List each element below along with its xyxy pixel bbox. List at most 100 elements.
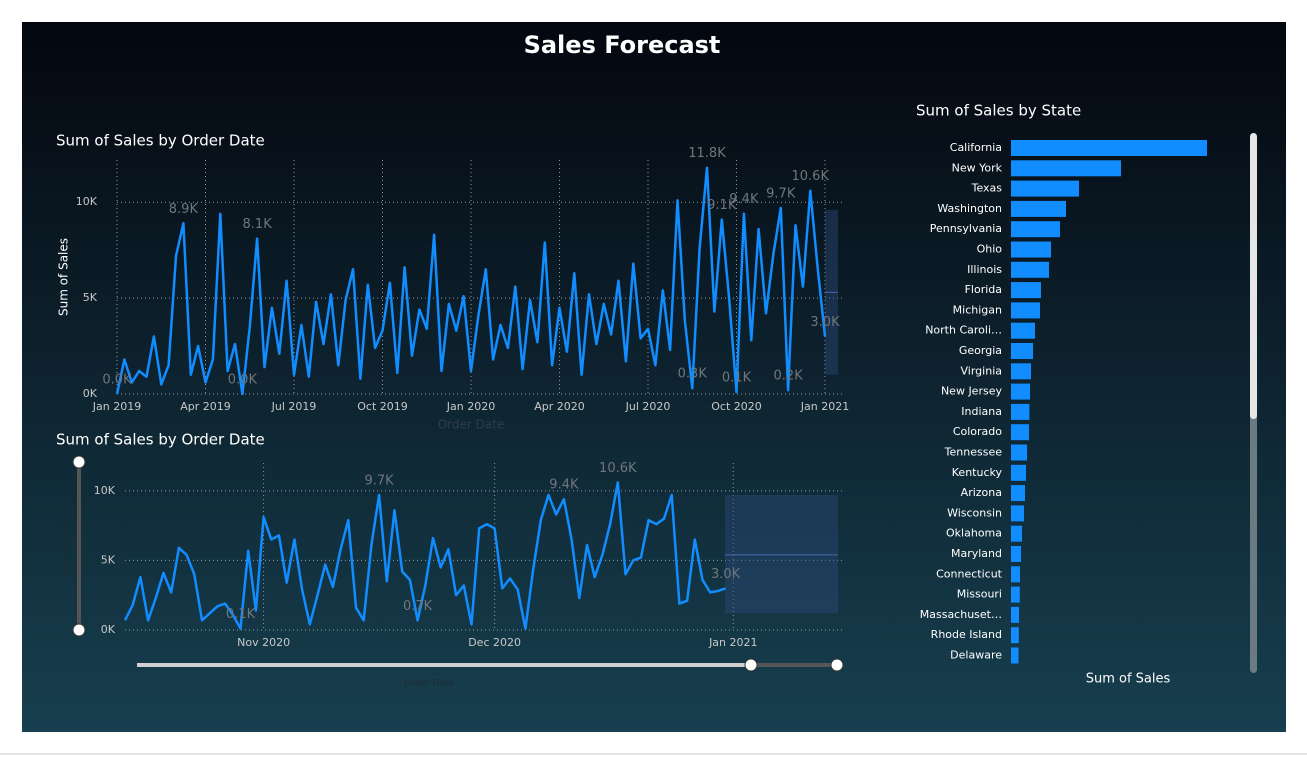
category-label: Colorado: [953, 425, 1002, 438]
category-label: Connecticut: [936, 567, 1003, 580]
category-label: Washington: [937, 202, 1002, 215]
x-slider-handle[interactable]: [744, 658, 758, 672]
category-label: Texas: [971, 182, 1003, 195]
x-tick-label: Nov 2020: [237, 636, 290, 649]
bar: [1011, 160, 1122, 177]
y-axis-label: Sum of Sales: [62, 517, 72, 576]
x-tick-label: Jan 2021: [800, 400, 849, 413]
panel: [22, 22, 1286, 732]
category-label: Illinois: [967, 263, 1002, 276]
scrollbar-thumb[interactable]: [1250, 133, 1257, 419]
x-tick-label: Jul 2019: [271, 400, 317, 413]
bar: [1011, 200, 1066, 217]
category-label: Tennessee: [944, 446, 1003, 459]
y-tick-label: 0K: [83, 387, 98, 400]
data-label: 9.4K: [729, 192, 759, 207]
data-label: 3.0K: [810, 315, 840, 330]
sales-line: [115, 166, 827, 396]
x-tick-label: Apr 2019: [180, 400, 231, 413]
y-tick-label: 5K: [101, 553, 116, 566]
y-axis-label: Sum of Sales: [57, 238, 71, 316]
data-label: 9.1K: [707, 198, 737, 213]
category-label: California: [950, 141, 1002, 154]
x-tick-label: Jan 2019: [92, 400, 141, 413]
bar: [1011, 363, 1031, 380]
y-tick-label: 10K: [94, 484, 116, 497]
bar: [1011, 424, 1029, 441]
bar: [1011, 444, 1028, 461]
category-label: Ohio: [977, 243, 1003, 256]
bar: [1011, 485, 1026, 502]
bar: [1011, 464, 1026, 481]
bar: [1011, 586, 1020, 603]
data-label: 0.1K: [722, 371, 752, 386]
data-label: 0.2K: [774, 369, 804, 384]
sales-line: [123, 481, 727, 630]
bar: [1011, 383, 1031, 400]
x-tick-label: Oct 2019: [357, 400, 408, 413]
category-label: Michigan: [953, 303, 1002, 316]
bar: [1011, 282, 1041, 299]
x-slider-handle[interactable]: [830, 658, 844, 672]
y-tick-label: 0K: [101, 623, 116, 636]
category-label: Arizona: [961, 486, 1002, 499]
data-label: 9.7K: [766, 186, 796, 201]
bar: [1011, 606, 1020, 623]
x-axis-label: Sum of Sales: [1086, 672, 1171, 687]
y-slider-handle[interactable]: [72, 455, 86, 469]
chart-title: Sum of Sales by Order Date: [56, 132, 265, 150]
data-label: 3.0K: [711, 567, 741, 582]
bar: [1011, 241, 1051, 258]
bar: [1011, 261, 1049, 278]
y-slider-handle[interactable]: [72, 623, 86, 637]
category-label: Rhode Island: [931, 628, 1002, 641]
data-label: 0.0K: [228, 373, 258, 388]
category-label: Oklahoma: [946, 527, 1002, 540]
data-label: 0.3K: [678, 367, 708, 382]
bar: [1011, 627, 1019, 644]
category-label: Kentucky: [952, 466, 1003, 479]
category-label: Massachuset…: [920, 608, 1002, 621]
bar: [1011, 343, 1034, 359]
category-label: North Caroli…: [925, 324, 1002, 337]
bar: [1011, 302, 1040, 319]
bar: [1011, 140, 1208, 156]
x-axis-label: Order Date: [404, 679, 454, 689]
data-label: 9.7K: [364, 474, 394, 489]
bar: [1011, 403, 1030, 420]
category-label: Virginia: [961, 364, 1002, 377]
data-label: 9.4K: [549, 478, 579, 493]
data-label: 10.6K: [599, 461, 637, 476]
forecast-band: [725, 495, 838, 614]
dashboard-title: Sales Forecast: [524, 31, 721, 59]
data-label: 11.8K: [688, 146, 726, 161]
bar: [1011, 180, 1080, 197]
data-label: 8.9K: [169, 202, 199, 217]
category-label: Maryland: [951, 547, 1002, 560]
bar: [1011, 566, 1020, 583]
category-label: New Jersey: [941, 385, 1003, 398]
x-tick-label: Jan 2021: [708, 636, 757, 649]
y-tick-label: 5K: [83, 291, 98, 304]
data-label: 0.7K: [403, 599, 433, 614]
category-label: Delaware: [950, 649, 1002, 662]
category-label: Florida: [965, 283, 1002, 296]
category-label: Wisconsin: [947, 506, 1002, 519]
chart-title: Sum of Sales by Order Date: [56, 431, 265, 449]
category-label: Pennsylvania: [930, 222, 1002, 235]
x-tick-label: Apr 2020: [534, 400, 585, 413]
bar: [1011, 647, 1019, 664]
y-tick-label: 10K: [76, 195, 98, 208]
category-label: Missouri: [957, 588, 1002, 601]
data-label: 10.6K: [792, 169, 830, 184]
category-label: Indiana: [961, 405, 1002, 418]
chart-title: Sum of Sales by State: [916, 102, 1081, 120]
bar: [1011, 221, 1060, 238]
bar: [1011, 322, 1035, 339]
x-tick-label: Jan 2020: [446, 400, 495, 413]
x-tick-label: Jul 2020: [625, 400, 671, 413]
category-label: New York: [952, 161, 1003, 174]
data-label: 0.0K: [102, 373, 132, 388]
bar: [1011, 546, 1022, 562]
